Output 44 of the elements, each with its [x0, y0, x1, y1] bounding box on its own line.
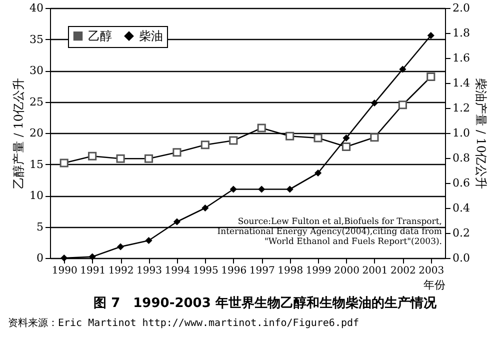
x-tick-label: 1991: [80, 266, 106, 276]
x-tick-label: 1993: [136, 266, 162, 276]
x-tick-label: 1997: [249, 266, 275, 276]
x-tick-label: 1992: [108, 266, 134, 276]
y-tick-label: 5: [36, 220, 44, 234]
y-tick-label: 0: [36, 252, 44, 264]
y2-tick-label: 1.0: [452, 126, 470, 140]
y-tick-label: 35: [30, 32, 44, 46]
x-tick-label: 1994: [164, 266, 190, 276]
y-axis-title: 乙醇产量 / 10亿公升: [12, 78, 26, 189]
x-tick-label: 2001: [362, 266, 388, 276]
y-tick-label: 10: [30, 189, 44, 202]
y-tick-label: 40: [30, 2, 44, 14]
y-tick-label: 25: [30, 95, 44, 108]
y2-tick-label: 1.8: [452, 26, 470, 40]
y2-tick-label: 0.2: [452, 226, 470, 240]
text: 图 7 1990-2003 年世界生物乙醇和生物柴油的生产情况: [92, 296, 438, 312]
x-tick-label: 1990: [52, 266, 78, 276]
annotation: Source:Lew Fulton et al,Biofuels for Transport,: [238, 217, 442, 227]
x-tick-label: 1995: [192, 266, 218, 276]
legend-label: 乙醇: [88, 29, 112, 44]
x-tick-label: 2000: [334, 266, 360, 276]
y2-tick-label: 0.8: [452, 152, 470, 164]
y2-tick-label: 0.4: [452, 202, 470, 214]
y2-tick-label: 2.0: [452, 2, 470, 14]
y2-axis-title: 柴油产量 / 10亿公升: [474, 78, 488, 189]
y2-tick-label: 1.6: [452, 52, 470, 64]
y-tick-label: 15: [30, 158, 44, 171]
x-tick-label: 1996: [221, 266, 247, 276]
annotation: International Energy Agency(2004),citing data from: [217, 227, 442, 237]
text: 资料来源：Eric Martinot http://www.martinot.info/Figure6.pdf: [8, 316, 360, 330]
x-axis-title: 年份: [424, 278, 446, 292]
y-tick-label: 20: [30, 126, 44, 140]
x-tick-label: 2003: [418, 266, 444, 276]
y2-tick-label: 0.6: [452, 176, 470, 190]
x-tick-label: 2002: [390, 266, 416, 276]
y2-tick-label: 1.2: [452, 102, 470, 114]
y2-tick-label: 0.0: [452, 252, 470, 264]
x-tick-label: 1998: [278, 266, 304, 276]
y-tick-label: 30: [30, 64, 44, 77]
y2-tick-label: 1.4: [452, 76, 470, 90]
legend-label: 柴油: [139, 29, 163, 44]
x-tick-label: 1999: [306, 266, 332, 276]
annotation: "World Ethanol and Fuels Report"(2003).: [264, 237, 442, 247]
